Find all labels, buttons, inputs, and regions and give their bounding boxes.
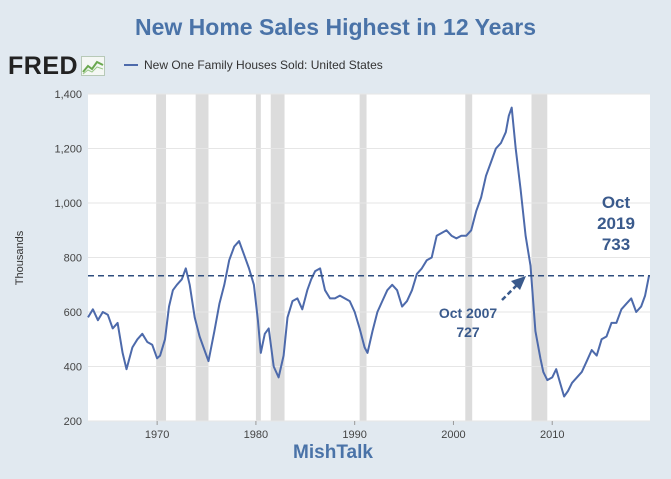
y-tick-label: 1,400 (54, 89, 82, 101)
watermark: MishTalk (293, 442, 373, 463)
annotation-arrow (501, 276, 526, 301)
annotation-previous-line1: Oct 2007 (439, 305, 498, 321)
series-line (87, 106, 650, 398)
fred-logo: FRED (8, 51, 106, 80)
annotation-current-line2: 2019 (597, 214, 635, 233)
gridlines (88, 93, 650, 422)
y-tick-label: 1,200 (54, 144, 82, 156)
y-tick-label: 600 (64, 307, 82, 319)
y-axis-ticks: 200 400 600 800 1,000 1,200 1,400 (54, 89, 82, 428)
y-axis-label: Thousands (14, 230, 26, 285)
x-axis-ticks: 1970 1980 1990 2000 2010 (145, 421, 564, 441)
annotation-current-line3: 733 (602, 235, 630, 254)
annotation-previous-line2: 727 (456, 324, 480, 340)
legend-label: New One Family Houses Sold: United State… (144, 58, 383, 72)
x-tick-label: 2000 (441, 429, 465, 441)
line-chart-icon (81, 56, 106, 76)
x-tick-label: 1970 (145, 429, 169, 441)
series-line-path (87, 106, 650, 398)
y-tick-label: 1,000 (54, 198, 82, 210)
x-tick-label: 2010 (540, 429, 564, 441)
x-tick-label: 1980 (244, 429, 268, 441)
y-tick-label: 400 (64, 362, 82, 374)
legend-swatch (124, 64, 138, 66)
x-tick-label: 1990 (342, 429, 366, 441)
y-tick-label: 200 (64, 416, 82, 428)
chart-title: New Home Sales Highest in 12 Years (135, 14, 536, 40)
annotation-current-line1: Oct (602, 193, 631, 212)
legend: New One Family Houses Sold: United State… (124, 58, 383, 72)
y-tick-label: 800 (64, 253, 82, 265)
fred-logo-text: FRED (8, 51, 79, 80)
